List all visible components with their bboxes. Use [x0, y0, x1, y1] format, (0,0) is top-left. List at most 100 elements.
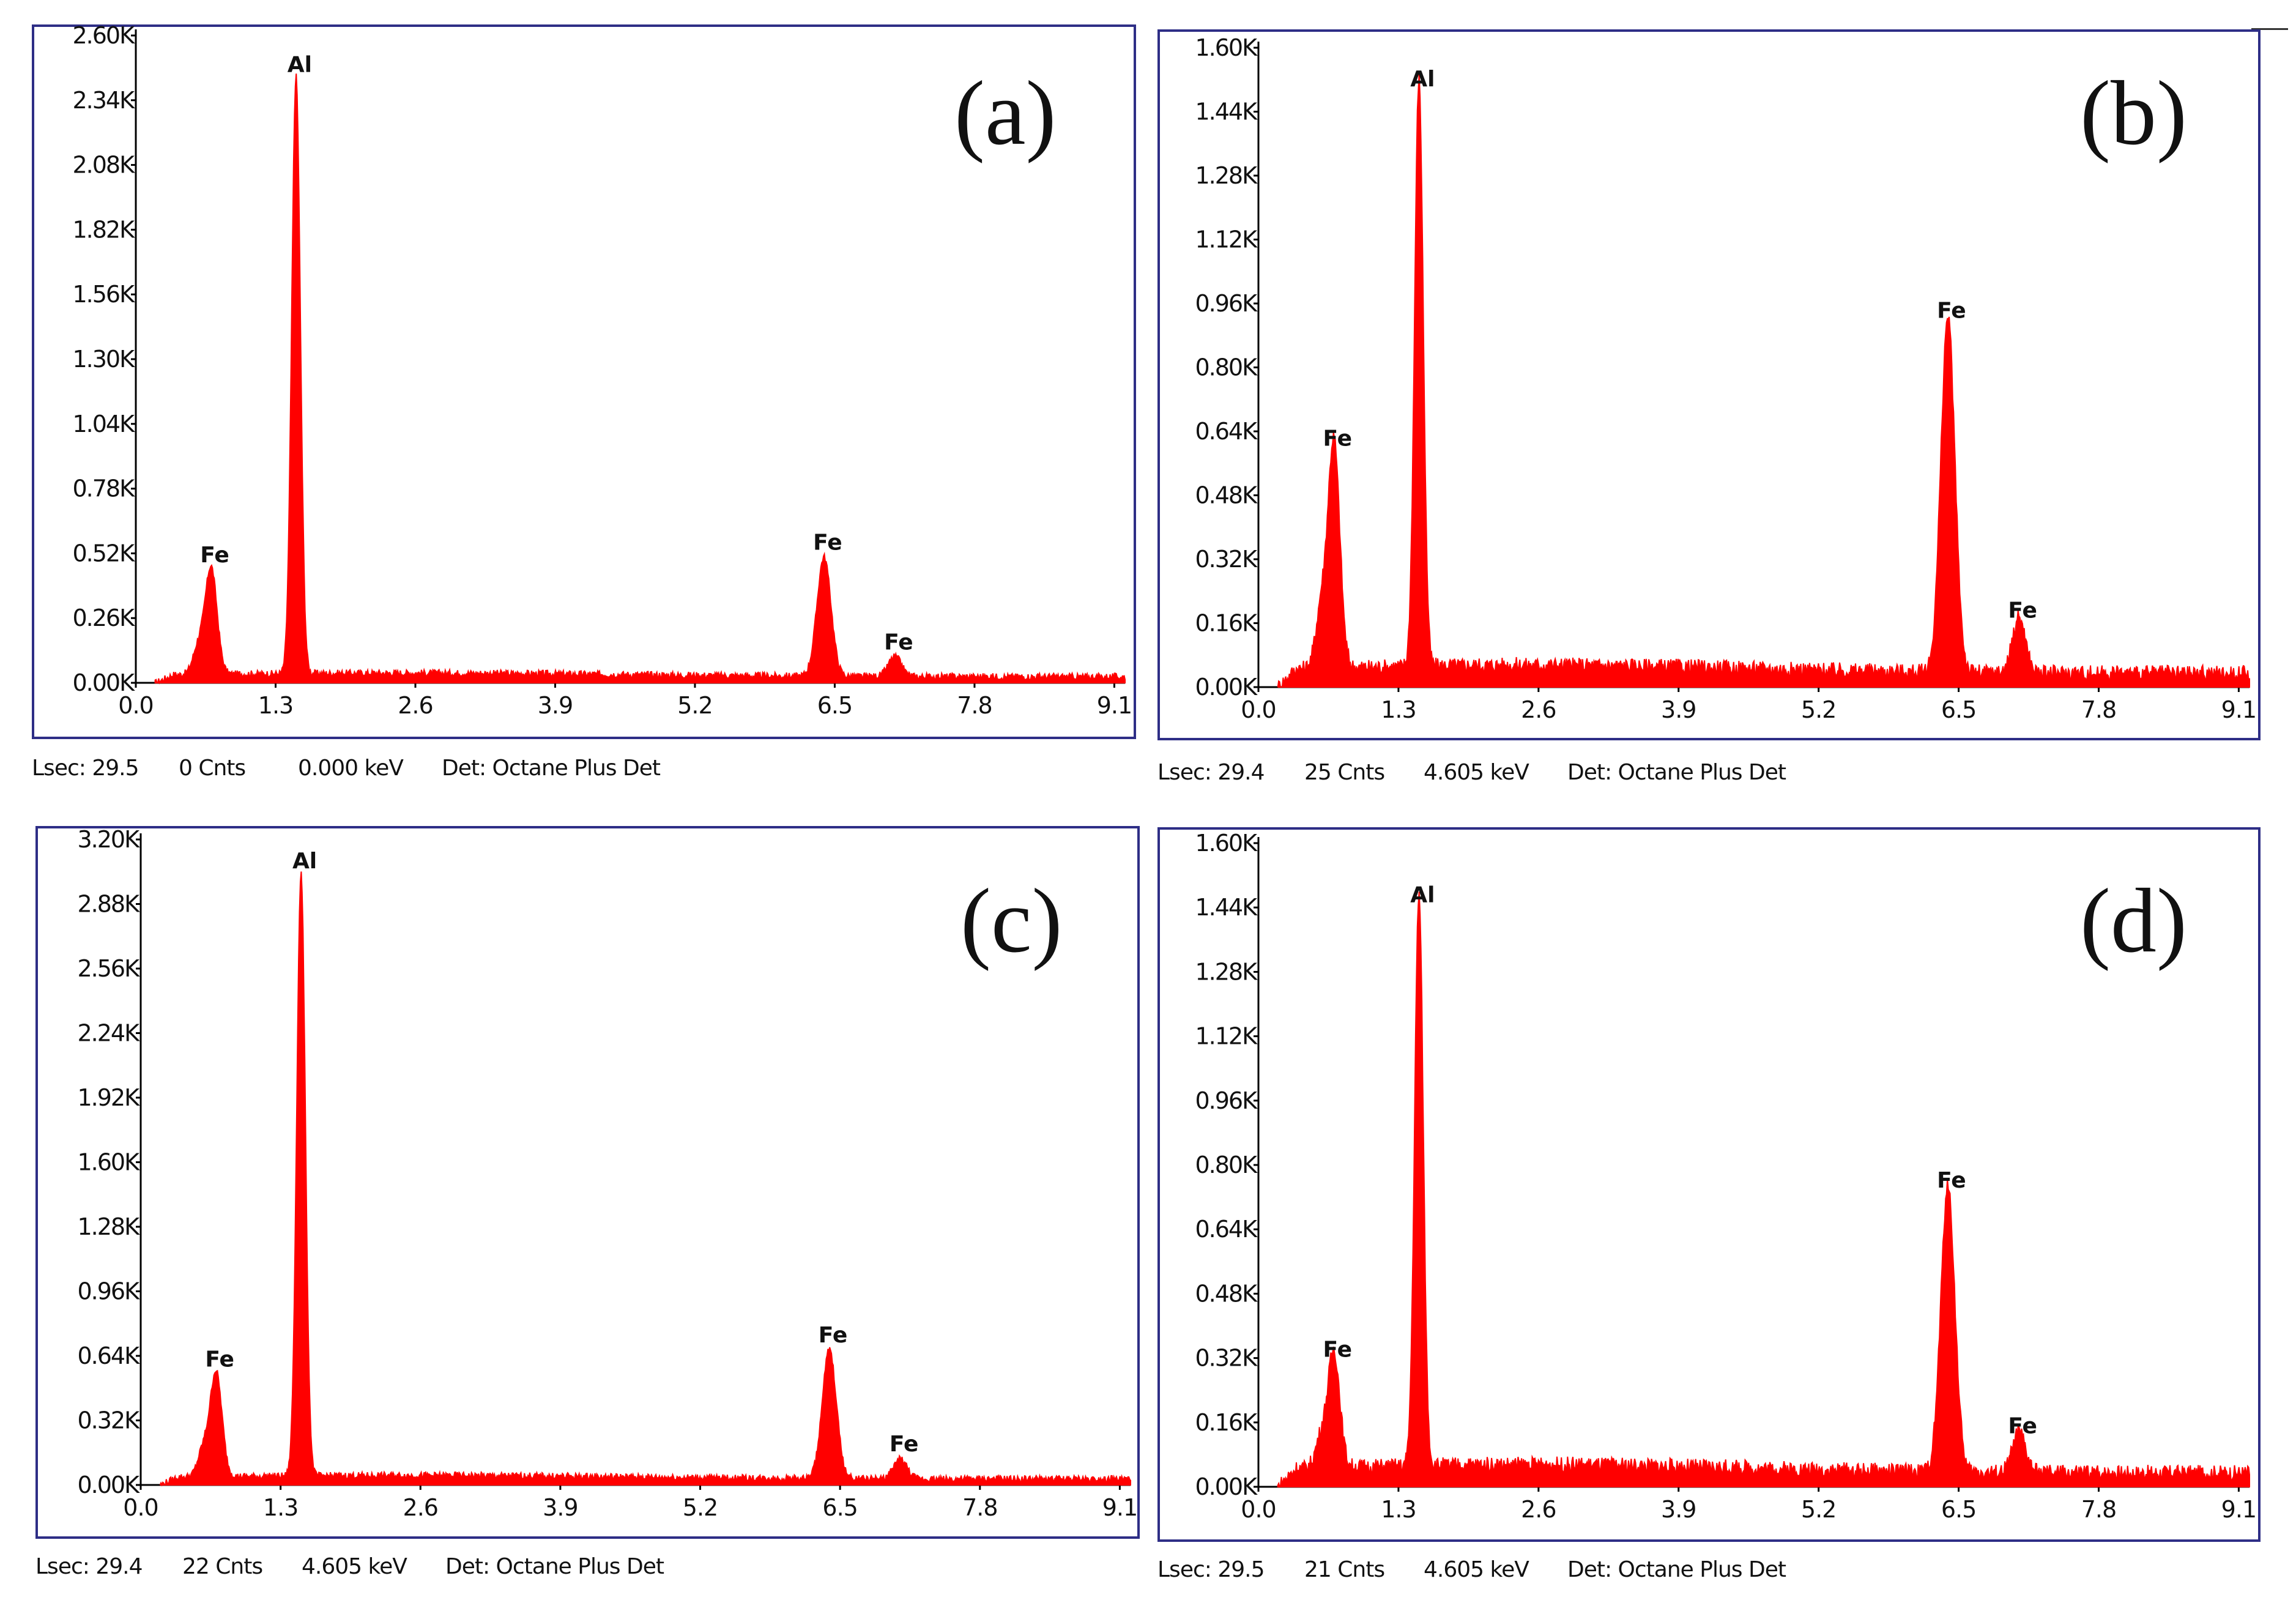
y-tick-label: 1.04K: [72, 411, 135, 437]
status-bar: Lsec: 29.4 22 Cnts 4.605 keV Det: Octane Pl…: [35, 1554, 708, 1585]
spectrum-series: [154, 73, 1126, 685]
status-energy: 4.605 keV: [1424, 760, 1529, 785]
status-energy: 0.000 keV: [298, 756, 404, 781]
x-tick-label: 1.3: [1381, 696, 1416, 723]
x-tick-label: 1.3: [258, 692, 293, 719]
x-tick-label: 5.2: [677, 692, 712, 719]
x-tick-label: 6.5: [1941, 1496, 1976, 1523]
y-tick-label: 1.60K: [77, 1149, 140, 1176]
x-tick-label: 6.5: [1941, 696, 1976, 723]
peak-label-fe: Fe: [1937, 299, 1966, 324]
status-bar: Lsec: 29.5 21 Cnts 4.605 keV Det: Octane Pl…: [1157, 1557, 1830, 1588]
x-tick-label: 6.5: [817, 692, 852, 719]
y-tick-label: 2.88K: [77, 891, 140, 918]
y-tick-label: 0.48K: [1195, 1280, 1258, 1307]
panel-label: (b): [2080, 62, 2187, 164]
status-lsec: Lsec: 29.4: [35, 1554, 143, 1579]
y-tick-label: 1.60K: [1195, 830, 1258, 857]
peak-label-fe: Fe: [200, 543, 229, 568]
y-tick-label: 0.96K: [77, 1278, 140, 1305]
y-tick-label: 1.92K: [77, 1084, 140, 1111]
y-tick-label: 0.80K: [1195, 354, 1258, 381]
y-tick-label: 0.26K: [72, 605, 135, 631]
peak-label-al: Al: [288, 52, 312, 77]
peak-label-fe: Fe: [1323, 1337, 1352, 1362]
y-tick-label: 1.12K: [1195, 226, 1258, 253]
y-tick-label: 2.34K: [72, 87, 135, 114]
y-tick-label: 0.96K: [1195, 1087, 1258, 1114]
y-tick-label: 2.56K: [77, 955, 140, 982]
spectrum-series: [1277, 891, 2250, 1489]
y-tick-label: 1.28K: [77, 1213, 140, 1240]
x-tick-label: 9.1: [2221, 696, 2256, 723]
peak-label-al: Al: [1410, 882, 1435, 907]
peak-label-fe: Fe: [1937, 1168, 1966, 1193]
x-tick-label: 2.6: [398, 692, 433, 719]
status-lsec: Lsec: 29.4: [1157, 760, 1265, 785]
y-tick-label: 2.60K: [72, 22, 135, 49]
y-tick-label: 1.60K: [1195, 34, 1258, 61]
y-tick-label: 3.20K: [77, 826, 140, 853]
x-tick-label: 0.0: [1241, 1496, 1276, 1523]
y-tick-label: 1.12K: [1195, 1023, 1258, 1050]
x-tick-label: 0.0: [1241, 696, 1276, 723]
y-tick-label: 0.64K: [1195, 418, 1258, 445]
peak-label-fe: Fe: [819, 1323, 848, 1348]
y-tick-label: 2.24K: [77, 1020, 140, 1047]
peak-label-fe: Fe: [205, 1347, 234, 1372]
status-detector: Det: Octane Plus Det: [442, 756, 661, 781]
status-counts: 21 Cnts: [1304, 1557, 1385, 1582]
status-bar: Lsec: 29.5 0 Cnts 0.000 keV Det: Octane Plu…: [32, 756, 705, 786]
x-tick-label: 9.1: [1102, 1494, 1137, 1521]
y-tick-label: 1.28K: [1195, 958, 1258, 985]
status-bar: Lsec: 29.4 25 Cnts 4.605 keV Det: Octane Pl…: [1157, 760, 1830, 791]
y-tick-label: 1.30K: [72, 346, 135, 373]
x-tick-label: 1.3: [263, 1494, 298, 1521]
x-tick-label: 9.1: [1097, 692, 1132, 719]
peak-label-fe: Fe: [890, 1432, 919, 1457]
x-tick-label: 3.9: [543, 1494, 578, 1521]
x-tick-label: 3.9: [538, 692, 573, 719]
status-counts: 22 Cnts: [182, 1554, 263, 1579]
y-tick-label: 1.44K: [1195, 99, 1258, 125]
status-lsec: Lsec: 29.5: [1157, 1557, 1265, 1582]
y-tick-label: 0.80K: [1195, 1152, 1258, 1178]
panel-label: (c): [960, 870, 1063, 972]
x-tick-label: 5.2: [683, 1494, 718, 1521]
y-tick-label: 2.08K: [72, 152, 135, 179]
y-tick-label: 0.96K: [1195, 290, 1258, 317]
y-tick-label: 0.00K: [1195, 1473, 1258, 1500]
status-detector: Det: Octane Plus Det: [1567, 760, 1786, 785]
panel-label: (a): [954, 62, 1057, 164]
panel-label: (d): [2080, 870, 2187, 972]
spectrum-series: [159, 871, 1131, 1487]
x-tick-label: 1.3: [1381, 1496, 1416, 1523]
x-tick-label: 0.0: [118, 692, 153, 719]
x-tick-label: 7.8: [957, 692, 992, 719]
x-tick-label: 5.2: [1801, 696, 1836, 723]
x-tick-label: 2.6: [403, 1494, 438, 1521]
y-tick-label: 1.44K: [1195, 894, 1258, 921]
y-tick-label: 0.48K: [1195, 482, 1258, 509]
x-tick-label: 3.9: [1661, 696, 1696, 723]
y-tick-label: 1.28K: [1195, 162, 1258, 189]
x-tick-label: 3.9: [1661, 1496, 1696, 1523]
x-tick-label: 9.1: [2221, 1496, 2256, 1523]
status-counts: 0 Cnts: [179, 756, 246, 781]
y-tick-label: 0.64K: [1195, 1216, 1258, 1243]
y-tick-label: 1.56K: [72, 281, 135, 308]
x-tick-label: 7.8: [2081, 1496, 2116, 1523]
status-counts: 25 Cnts: [1304, 760, 1385, 785]
y-tick-label: 0.64K: [77, 1342, 140, 1369]
peak-label-fe: Fe: [2008, 1413, 2037, 1438]
status-energy: 4.605 keV: [1424, 1557, 1529, 1582]
x-tick-label: 0.0: [123, 1494, 158, 1521]
y-tick-label: 0.32K: [1195, 546, 1258, 573]
x-tick-label: 2.6: [1521, 1496, 1556, 1523]
y-tick-label: 0.32K: [1195, 1345, 1258, 1372]
peak-label-al: Al: [1410, 67, 1435, 92]
status-detector: Det: Octane Plus Det: [1567, 1557, 1786, 1582]
